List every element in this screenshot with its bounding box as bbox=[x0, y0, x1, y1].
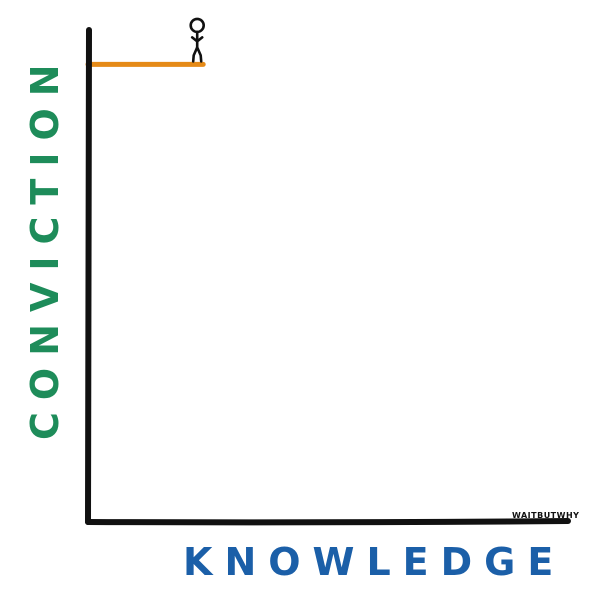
stick-figure-arms bbox=[190, 36, 204, 43]
x-axis-label: KNOWLEDGE bbox=[183, 540, 565, 584]
y-axis-label: CONVICTION bbox=[23, 52, 67, 440]
y-axis bbox=[85, 27, 92, 525]
x-axis bbox=[85, 518, 571, 526]
stick-figure-legs bbox=[191, 46, 203, 63]
stick-figure-head bbox=[189, 17, 205, 34]
stick-figure-icon bbox=[189, 17, 205, 63]
watermark: WAITBUTWHY bbox=[512, 511, 579, 520]
